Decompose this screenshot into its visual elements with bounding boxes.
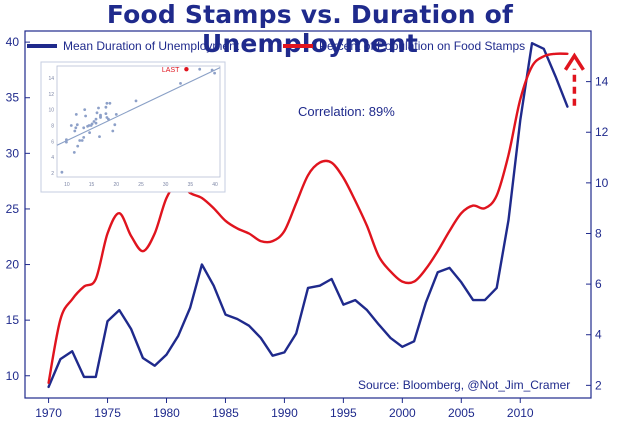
legend-item-unemployment: Mean Duration of Unemployment [27, 39, 239, 53]
y-right-tick-label: 8 [595, 226, 602, 240]
inset-point [80, 139, 84, 142]
inset-point [78, 139, 82, 142]
inset-y-tick-label: 2 [51, 171, 54, 177]
y-right-tick-label: 12 [595, 125, 609, 139]
inset-y-tick-label: 10 [48, 108, 54, 114]
inset-point [65, 138, 68, 142]
chart-title: Food Stamps vs. Duration of Unemployment [106, 0, 514, 58]
inset-point [97, 106, 100, 110]
inset-point [104, 105, 108, 109]
main-axes: 1970 1975 1980 1985 1990 1995 2000 2005 20101015… [6, 30, 609, 420]
inset-point [95, 111, 99, 115]
inset-x-tick-label: 10 [64, 182, 70, 188]
inset-point [94, 121, 98, 125]
inset-point [74, 113, 78, 116]
x-tick-label: 2010 [507, 406, 534, 420]
inset-panel [40, 61, 226, 193]
inset-point [60, 170, 64, 174]
inset-point [72, 151, 76, 154]
arrow-group [563, 52, 585, 106]
inset-point [74, 126, 78, 130]
inset-x-tick-label: 40 [212, 182, 218, 188]
y-right-tick-label: 10 [595, 176, 609, 190]
inset-point [113, 123, 117, 127]
inset-point [114, 113, 118, 116]
y-right-tick-label: 6 [595, 277, 602, 291]
inset-point [94, 117, 98, 121]
source-note: Source: Bloomberg, @Not_Jim_Cramer [358, 378, 571, 392]
series-line-unemployment-duration [47, 42, 569, 389]
inset-y-tick-label: 14 [48, 76, 54, 82]
y-right-tick-label: 2 [595, 378, 602, 392]
legend-item-food-stamps: Percent of Population on Food Stamps [283, 39, 525, 53]
x-tick-label: 1980 [153, 406, 180, 420]
inset-trendline [56, 67, 221, 146]
y-right-tick-label: 14 [595, 75, 609, 89]
inset-point [73, 129, 77, 133]
inset-point [82, 126, 86, 130]
y-right-tick-label: 4 [595, 328, 602, 342]
inset-point [108, 101, 112, 105]
x-tick-label: 1985 [212, 406, 239, 420]
inset-y-tick-label: 4 [51, 155, 54, 161]
inset-point [65, 140, 68, 144]
inset-point [83, 108, 87, 111]
legend-label-food-stamps: Percent of Population on Food Stamps [319, 39, 526, 53]
inset-point [98, 135, 101, 139]
y-left-tick-label: 10 [6, 369, 20, 383]
inset-point [99, 116, 102, 119]
inset-x-tick-label: 25 [138, 182, 144, 188]
plot-frame [24, 30, 592, 399]
x-tick-label: 1990 [271, 406, 298, 420]
inset-point [179, 82, 182, 85]
y-left-tick-label: 30 [6, 146, 20, 160]
x-tick-label: 1995 [330, 406, 357, 420]
x-tick-label: 2005 [448, 406, 475, 420]
inset-x-tick-label: 35 [188, 182, 194, 188]
main-series [47, 42, 569, 389]
inset-point [213, 71, 217, 75]
inset-point [87, 124, 91, 127]
inset-point [75, 123, 79, 127]
y-left-tick-label: 20 [6, 258, 20, 272]
y-left-tick-label: 40 [6, 35, 20, 49]
inset-point [210, 68, 214, 72]
inset-point [76, 144, 80, 148]
legend-swatch-unemployment [27, 44, 57, 48]
inset-point [134, 99, 138, 103]
inset-last-label: LAST [162, 67, 180, 74]
x-tick-label: 1975 [94, 406, 121, 420]
y-left-tick-label: 35 [6, 91, 20, 105]
inset-y-tick-label: 6 [51, 139, 54, 145]
inset-y-tick-label: 8 [51, 123, 54, 129]
y-left-tick-label: 15 [6, 313, 20, 327]
inset-point [88, 131, 91, 135]
series-line-food-stamps [47, 52, 569, 384]
inset-point [198, 67, 202, 71]
inset-last-point [184, 66, 189, 72]
inset-frame [56, 65, 221, 178]
x-tick-label: 2000 [389, 406, 416, 420]
inset-point [69, 124, 73, 127]
legend-swatch-food-stamps [283, 44, 313, 48]
inset-point [90, 122, 94, 126]
correlation-annotation: Correlation: 89% [298, 104, 395, 119]
inset-point [107, 117, 110, 121]
inset-scatter: 10 15 20 25 30 35 40 2 4 6 8 10 12 14 LAST [40, 61, 226, 193]
inset-x-tick-label: 15 [89, 182, 95, 188]
inset-point [104, 112, 108, 115]
inset-x-tick-label: 20 [113, 182, 119, 188]
arrow-head [563, 52, 585, 71]
y-left-tick-label: 25 [6, 202, 20, 216]
inset-point [111, 129, 115, 133]
inset-point [82, 136, 86, 139]
inset-y-tick-label: 12 [48, 92, 54, 98]
inset-x-tick-label: 30 [163, 182, 169, 188]
inset-point [84, 114, 87, 118]
inset-point [92, 120, 96, 123]
legend-label-unemployment: Mean Duration of Unemployment [63, 39, 240, 53]
x-tick-label: 1970 [35, 406, 62, 420]
inset-point [105, 101, 109, 105]
